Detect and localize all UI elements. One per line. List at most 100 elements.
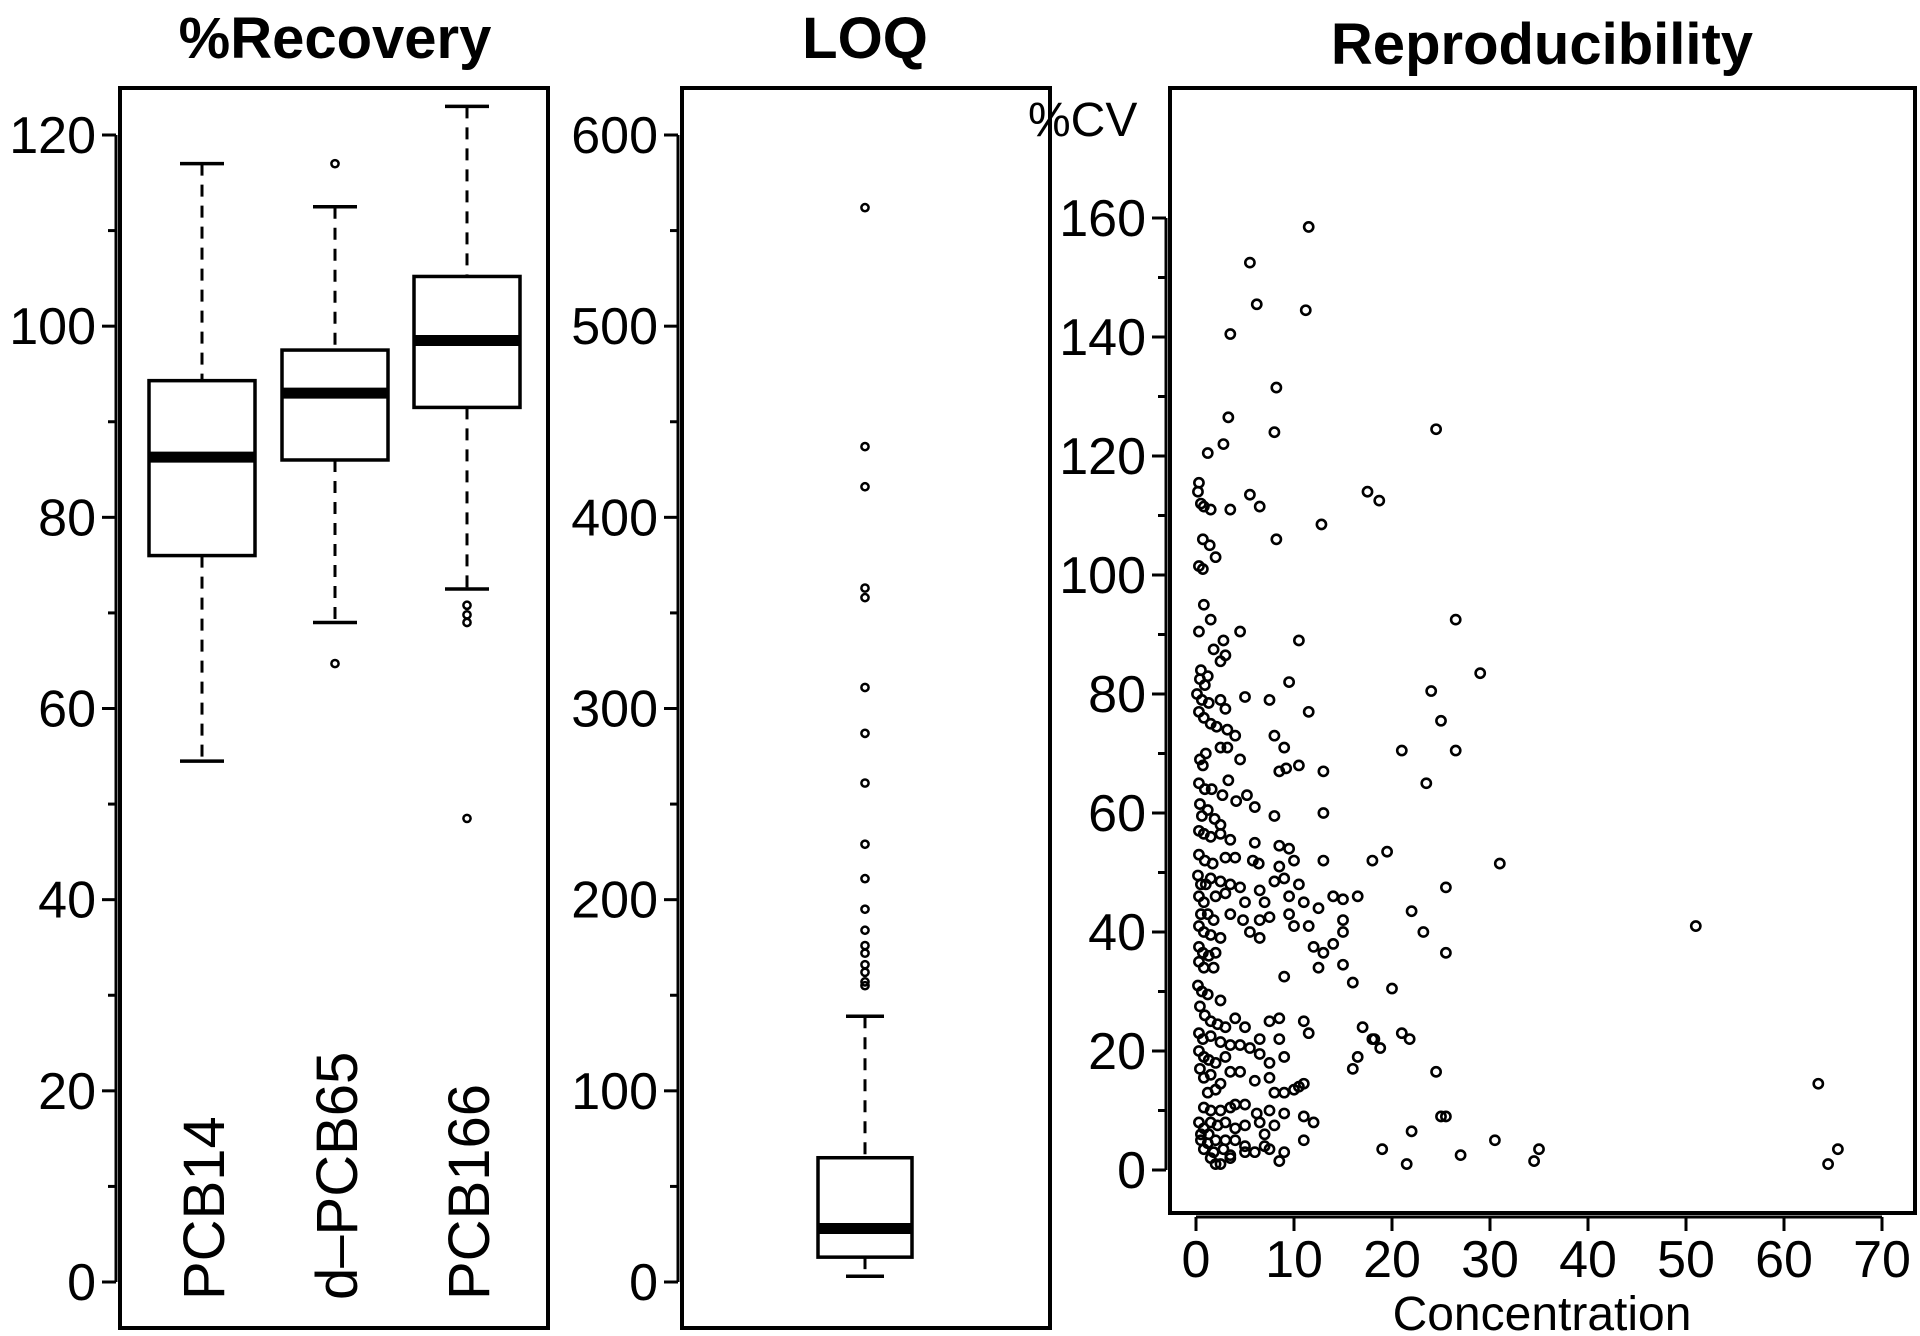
data-point: [1193, 777, 1205, 790]
data-point: [1268, 810, 1281, 822]
data-point: [1263, 1015, 1276, 1028]
data-point: [1832, 1143, 1844, 1156]
recovery-plot-frame: [118, 86, 550, 1330]
data-point: [1307, 940, 1320, 953]
data-point: [1239, 1119, 1251, 1132]
outlier-point: [860, 948, 870, 959]
data-point: [1209, 551, 1222, 564]
data-point: [1194, 753, 1206, 766]
outlier-point: [462, 617, 472, 628]
x-tick-label: 40: [1559, 1231, 1617, 1289]
data-point: [1263, 911, 1276, 924]
data-point: [1263, 1071, 1276, 1084]
data-point: [1297, 896, 1310, 909]
data-point: [1219, 1116, 1232, 1129]
data-point: [1234, 881, 1246, 894]
data-point: [1244, 1042, 1256, 1054]
data-point: [1214, 932, 1227, 944]
data-point: [1224, 908, 1237, 921]
data-point: [1297, 1110, 1310, 1123]
category-label: PCB166: [437, 1084, 502, 1300]
data-point: [1302, 1027, 1315, 1040]
data-point: [1278, 1086, 1291, 1099]
data-point: [1278, 1146, 1291, 1159]
y-tick-label: 40: [1088, 904, 1146, 962]
outlier-point: [860, 980, 870, 991]
data-point: [1386, 982, 1398, 995]
data-point: [1197, 711, 1210, 724]
data-point: [1253, 932, 1266, 944]
data-point: [1244, 256, 1256, 269]
data-point: [1405, 1125, 1418, 1138]
data-point: [1493, 857, 1506, 870]
data-point: [1217, 634, 1230, 647]
data-point: [1253, 884, 1266, 897]
recovery-category-labels: PCB14 d–PCB65 PCB166: [172, 1052, 502, 1300]
outlier-point: [860, 925, 870, 936]
data-point: [1374, 1042, 1387, 1054]
data-point: [1689, 920, 1702, 932]
data-point: [1224, 878, 1237, 891]
data-point: [1219, 1051, 1232, 1063]
y-tick-label: 160: [1059, 190, 1146, 248]
data-point: [1206, 857, 1219, 870]
x-tick-label: 60: [1755, 1231, 1813, 1289]
data-point: [1327, 938, 1340, 950]
data-point: [1234, 625, 1246, 638]
data-point: [1302, 920, 1315, 932]
data-point: [1253, 1033, 1266, 1045]
data-point: [1214, 655, 1227, 668]
loq-title: LOQ: [802, 6, 928, 71]
data-point: [1229, 1012, 1242, 1025]
data-point: [1430, 423, 1442, 436]
data-point: [1222, 411, 1235, 424]
outlier-point: [860, 904, 870, 915]
data-point: [1278, 741, 1291, 754]
data-point: [1201, 804, 1214, 816]
data-point: [1224, 328, 1237, 340]
data-point: [1302, 221, 1315, 233]
data-point: [1368, 1033, 1381, 1045]
data-point: [1229, 851, 1242, 864]
y-tick-label: 80: [38, 489, 96, 547]
data-point: [1288, 920, 1300, 932]
data-point: [1198, 783, 1211, 796]
data-point: [1302, 705, 1315, 718]
panel-loq: LOQ 0 100 200 300 400 500 600: [571, 6, 1052, 1330]
outlier-point: [860, 583, 870, 593]
recovery-boxes: [147, 104, 522, 824]
data-point: [1346, 1062, 1359, 1075]
y-tick-label: 300: [571, 681, 658, 739]
data-point: [1195, 810, 1208, 822]
data-point: [1288, 1083, 1300, 1096]
data-point: [1376, 1143, 1389, 1156]
data-point: [1293, 634, 1305, 647]
data-point: [1425, 685, 1438, 697]
data-point: [1217, 438, 1230, 450]
data-point: [1195, 497, 1207, 510]
data-point: [1201, 988, 1214, 1001]
data-point: [1361, 485, 1374, 498]
data-point: [1224, 1065, 1237, 1078]
data-point: [1253, 1048, 1266, 1060]
data-point: [1198, 679, 1211, 691]
data-point: [1244, 488, 1256, 501]
data-point: [1248, 1074, 1261, 1087]
data-point: [1208, 813, 1221, 825]
data-point: [1222, 774, 1235, 787]
data-point: [1273, 1033, 1286, 1045]
x-tick-label: 10: [1265, 1231, 1323, 1289]
data-point: [1315, 518, 1328, 531]
data-point: [1224, 1101, 1237, 1114]
reproducibility-x-axis: 0 10 20 30 40 50 60 70: [1182, 1215, 1911, 1289]
data-point: [1263, 1143, 1276, 1156]
reproducibility-y-axis: 0 20 40 60 80 100 120 140 160: [1059, 190, 1168, 1200]
data-point: [1395, 1027, 1408, 1040]
reproducibility-x-label: Concentration: [1393, 1288, 1692, 1336]
loq-y-axis: 0 100 200 300 400 500 600: [571, 107, 680, 1312]
y-tick-label: 100: [571, 1063, 658, 1121]
data-point: [1234, 753, 1246, 766]
box-d–PCB65: [280, 158, 390, 669]
data-point: [1435, 1110, 1447, 1123]
